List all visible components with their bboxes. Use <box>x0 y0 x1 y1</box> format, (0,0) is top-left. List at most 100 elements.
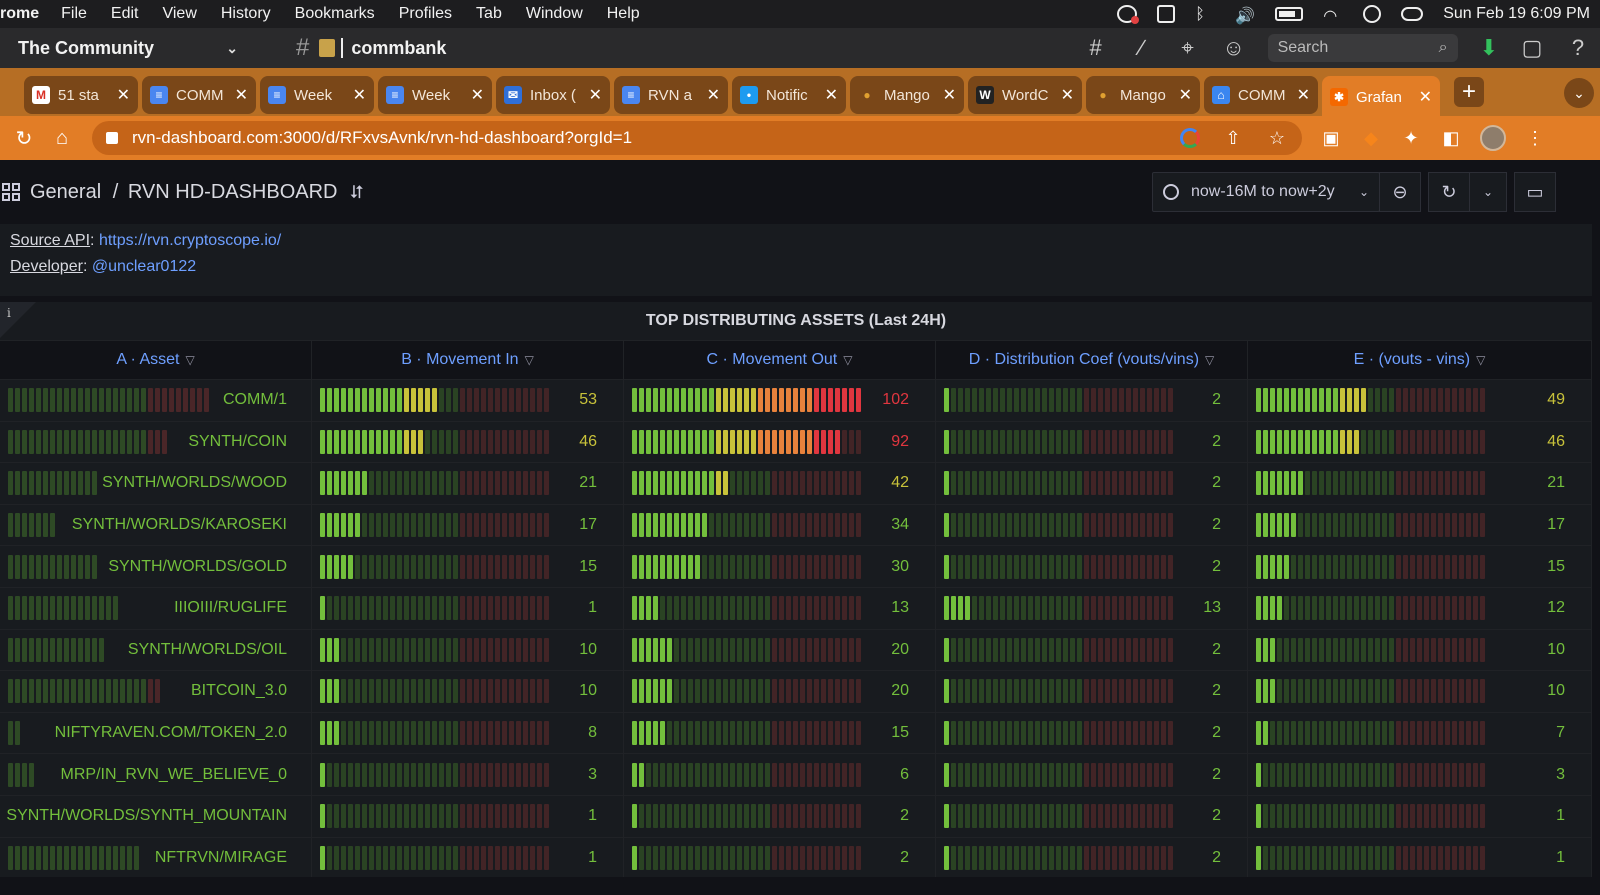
profile-switcher[interactable]: The Community ⌄ <box>18 38 248 59</box>
creative-cloud-icon[interactable] <box>1117 5 1140 24</box>
channels-icon[interactable]: # <box>1089 35 1102 60</box>
bluetooth-icon[interactable]: ᛒ <box>1195 6 1205 23</box>
source-api-link[interactable]: https://rvn.cryptoscope.io/ <box>98 232 282 249</box>
value-cell-diff[interactable]: 15 <box>1248 546 1592 587</box>
asset-cell[interactable]: SYNTH/WORLDS/OIL <box>0 629 312 671</box>
share-dashboard-icon[interactable]: ⮃ <box>349 181 364 202</box>
spotlight-icon[interactable] <box>1363 5 1382 23</box>
lock-icon[interactable] <box>106 132 118 144</box>
value-cell-out[interactable]: 15 <box>624 712 936 754</box>
app-menu[interactable]: rome <box>0 5 40 22</box>
filter-icon[interactable]: ▽ <box>524 353 534 367</box>
column-header-movement-out[interactable]: C · Movement Out ▽ <box>624 341 936 379</box>
menu-bookmarks[interactable]: Bookmarks <box>294 5 375 22</box>
asset-cell[interactable]: NIFTYRAVEN.COM/TOKEN_2.0 <box>0 712 312 754</box>
value-cell-in[interactable]: 1 <box>312 587 624 629</box>
table-row[interactable]: IIIOIII/RUGLIFE 1 13 13 12 <box>0 587 1592 630</box>
kebab-menu-icon[interactable]: ⋮ <box>1526 128 1544 148</box>
browser-tab[interactable]: ≡ Week ✕ <box>378 76 492 114</box>
tv-mode-button[interactable]: ▭ <box>1514 172 1556 212</box>
dashboards-grid-icon[interactable] <box>2 183 20 201</box>
close-icon[interactable]: ✕ <box>706 87 720 104</box>
asset-cell[interactable]: NFTRVN/MIRAGE <box>0 837 312 879</box>
value-cell-diff[interactable]: 10 <box>1248 671 1592 712</box>
extension-ic-icon[interactable]: ▣ <box>1322 128 1340 148</box>
table-row[interactable]: NFTRVN/MIRAGE 1 2 2 1 <box>0 837 1592 880</box>
browser-tab[interactable]: ≡ Week ✕ <box>260 76 374 114</box>
value-cell-diff[interactable]: 7 <box>1248 712 1592 754</box>
table-row[interactable]: SYNTH/WORLDS/GOLD 15 30 2 15 <box>0 546 1592 588</box>
menu-file[interactable]: File <box>61 5 87 22</box>
pin-icon[interactable]: ⌖ <box>1181 35 1194 60</box>
browser-tab[interactable]: ⌂ COMM ✕ <box>1204 76 1318 114</box>
menu-window[interactable]: Window <box>525 5 583 22</box>
workspace-name[interactable]: commbank <box>351 37 447 58</box>
share-icon[interactable]: ⇧ <box>1225 128 1241 148</box>
asset-cell[interactable]: SYNTH/WORLDS/WOOD <box>0 463 312 504</box>
developer-link[interactable]: @unclear0122 <box>91 258 197 275</box>
battery-icon[interactable] <box>1275 7 1304 21</box>
value-cell-diff[interactable]: 46 <box>1248 421 1592 463</box>
column-header-asset[interactable]: A · Asset ▽ <box>0 341 312 379</box>
value-cell-out[interactable]: 20 <box>624 671 936 712</box>
tab-search-chevron-icon[interactable]: ⌄ <box>1564 78 1594 108</box>
value-cell-out[interactable]: 2 <box>624 837 936 879</box>
url-bar[interactable]: rvn-dashboard.com:3000/d/RFxvsAvnk/rvn-h… <box>92 121 1302 155</box>
close-icon[interactable]: ✕ <box>116 87 130 104</box>
table-row[interactable]: SYNTH/WORLDS/KAROSEKI 17 34 2 17 <box>0 504 1592 547</box>
close-icon[interactable]: ✕ <box>588 87 602 104</box>
value-cell-diff[interactable]: 12 <box>1248 587 1592 629</box>
close-icon[interactable]: ✕ <box>1060 87 1074 104</box>
zoom-out-button[interactable]: ⊖ <box>1379 172 1421 212</box>
browser-tab[interactable]: ✱ Grafan ✕ <box>1322 76 1440 118</box>
close-icon[interactable]: ✕ <box>352 87 366 104</box>
value-cell-coef[interactable]: 2 <box>936 380 1248 421</box>
drive-icon[interactable] <box>1157 5 1176 23</box>
value-cell-diff[interactable]: 21 <box>1248 463 1592 504</box>
close-icon[interactable]: ✕ <box>942 87 956 104</box>
value-cell-coef[interactable]: 2 <box>936 504 1248 546</box>
panel-title[interactable]: TOP DISTRIBUTING ASSETS (Last 24H) <box>645 312 947 329</box>
value-cell-diff[interactable]: 1 <box>1248 795 1592 837</box>
close-icon[interactable]: ✕ <box>824 87 838 104</box>
asset-cell[interactable]: IIIOIII/RUGLIFE <box>0 587 312 629</box>
filter-icon[interactable]: ▽ <box>185 353 195 367</box>
time-range-picker[interactable]: now-16M to now+2y ⌄ <box>1152 172 1380 212</box>
value-cell-out[interactable]: 92 <box>624 421 936 463</box>
browser-tab[interactable]: M 51 sta ✕ <box>24 76 138 114</box>
value-cell-in[interactable]: 15 <box>312 546 624 587</box>
google-lens-icon[interactable] <box>1180 128 1200 148</box>
asset-cell[interactable]: MRP/IN_RVN_WE_BELIEVE_0 <box>0 754 312 795</box>
dashboard-title[interactable]: RVN HD-DASHBOARD <box>127 180 338 203</box>
close-icon[interactable]: ✕ <box>234 87 248 104</box>
browser-tab[interactable]: • Notific ✕ <box>732 76 846 114</box>
menu-edit[interactable]: Edit <box>110 5 139 22</box>
browser-tab[interactable]: ● Mango ✕ <box>850 76 964 114</box>
asset-cell[interactable]: SYNTH/WORLDS/KAROSEKI <box>0 504 312 546</box>
menu-profiles[interactable]: Profiles <box>398 5 453 22</box>
value-cell-coef[interactable]: 2 <box>936 712 1248 754</box>
value-cell-in[interactable]: 1 <box>312 795 624 837</box>
asset-cell[interactable]: SYNTH/COIN <box>0 421 312 463</box>
metamask-icon[interactable]: ◆ <box>1364 128 1378 148</box>
table-row[interactable]: SYNTH/WORLDS/OIL 10 20 2 10 <box>0 629 1592 672</box>
asset-cell[interactable]: SYNTH/WORLDS/SYNTH_MOUNTAIN <box>0 795 312 837</box>
hash-icon[interactable]: # <box>296 34 310 61</box>
value-cell-coef[interactable]: 2 <box>936 421 1248 463</box>
breadcrumb-folder[interactable]: General <box>30 180 102 203</box>
refresh-button[interactable]: ↻ <box>1428 172 1470 212</box>
filter-icon[interactable]: ▽ <box>1476 353 1486 367</box>
value-cell-in[interactable]: 46 <box>312 421 624 463</box>
table-row[interactable]: MRP/IN_RVN_WE_BELIEVE_0 3 6 2 3 <box>0 754 1592 796</box>
table-row[interactable]: COMM/1 53 102 2 49 <box>0 380 1592 422</box>
value-cell-out[interactable]: 42 <box>624 463 936 504</box>
value-cell-out[interactable]: 2 <box>624 795 936 837</box>
table-row[interactable]: SYNTH/WORLDS/SYNTH_MOUNTAIN 1 2 2 1 <box>0 795 1592 838</box>
value-cell-out[interactable]: 13 <box>624 587 936 629</box>
close-icon[interactable]: ✕ <box>470 87 484 104</box>
control-center-icon[interactable] <box>1401 7 1424 21</box>
value-cell-in[interactable]: 21 <box>312 463 624 504</box>
new-tab-button[interactable]: + <box>1454 77 1484 107</box>
value-cell-out[interactable]: 20 <box>624 629 936 671</box>
download-icon[interactable]: ⬇ <box>1479 35 1498 60</box>
